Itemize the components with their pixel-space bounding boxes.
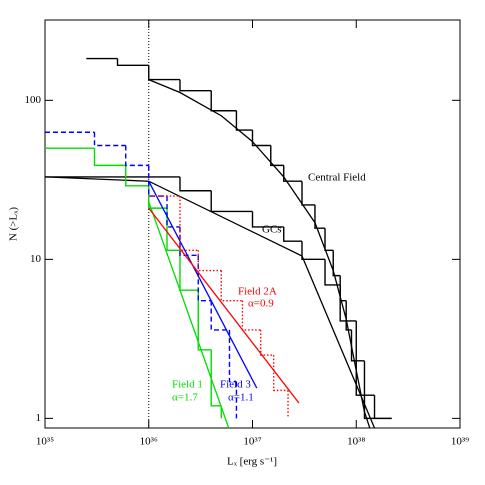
- x-tick-label: 10³⁷: [243, 436, 261, 448]
- fit-line: [148, 201, 230, 428]
- step-segment: [148, 65, 180, 81]
- y-tick-label: 10: [30, 253, 42, 265]
- step-segment: [93, 148, 126, 167]
- step-segment: [166, 196, 180, 228]
- step-segment: [339, 284, 357, 322]
- step-segment: [197, 255, 212, 302]
- step-segment: [179, 196, 199, 252]
- series-annotation: Field 1: [172, 379, 203, 391]
- fit-line: [148, 207, 300, 404]
- x-tick-label: 10³⁶: [140, 436, 158, 448]
- step-segment: [235, 110, 253, 131]
- series-annotation: Central Field: [308, 172, 366, 184]
- series-annotation: α=0.9: [248, 298, 274, 310]
- step-segment: [324, 259, 341, 286]
- step-segment: [314, 204, 326, 229]
- step-segment: [228, 329, 237, 383]
- step-segment: [210, 90, 237, 112]
- step-segment: [355, 320, 365, 362]
- step-segment: [332, 250, 341, 277]
- step-segment: [301, 241, 326, 261]
- series-annotation: α=1.1: [228, 392, 254, 404]
- step-segment: [210, 349, 222, 407]
- step-segment: [116, 58, 149, 67]
- x-tick-label: 10³⁹: [451, 436, 469, 448]
- step-segment: [179, 79, 212, 92]
- step-segment: [260, 329, 274, 356]
- step-segment: [272, 355, 289, 392]
- step-segment: [270, 145, 284, 167]
- step-segment: [125, 145, 149, 167]
- y-tick-label: 100: [25, 94, 42, 106]
- step-segment: [210, 300, 230, 331]
- step-segment: [210, 190, 253, 213]
- step-segment: [251, 211, 284, 228]
- x-tick-label: 10³⁵: [36, 436, 54, 448]
- fit-line: [45, 176, 376, 428]
- fit-line: [148, 79, 371, 428]
- step-segment: [197, 290, 212, 351]
- step-segment: [345, 300, 352, 331]
- step-segment: [363, 360, 375, 396]
- plot-area: [45, 20, 392, 428]
- step-segment: [324, 228, 334, 252]
- step-segment: [125, 165, 149, 187]
- x-tick-label: 10³⁸: [347, 436, 365, 448]
- y-tick-label: 1: [36, 412, 42, 424]
- series-annotation: Field 3: [220, 379, 251, 391]
- series-annotation: Field 2A: [238, 286, 277, 298]
- step-segment: [179, 226, 199, 257]
- step-segment: [197, 250, 222, 272]
- step-segment: [148, 165, 168, 197]
- step-segment: [179, 176, 212, 192]
- fit-line: [148, 180, 258, 389]
- step-segment: [339, 275, 347, 302]
- step-segment: [251, 130, 271, 147]
- series-annotation: α=1.7: [172, 392, 198, 404]
- step-segment: [283, 226, 303, 242]
- series-annotation: GCs: [262, 224, 282, 236]
- x-axis-label: Lₓ [erg s⁻¹]: [227, 456, 277, 468]
- step-segment: [93, 132, 126, 147]
- y-axis-label: N (>Lₓ): [8, 207, 20, 241]
- step-segment: [301, 181, 315, 206]
- step-segment: [283, 165, 303, 182]
